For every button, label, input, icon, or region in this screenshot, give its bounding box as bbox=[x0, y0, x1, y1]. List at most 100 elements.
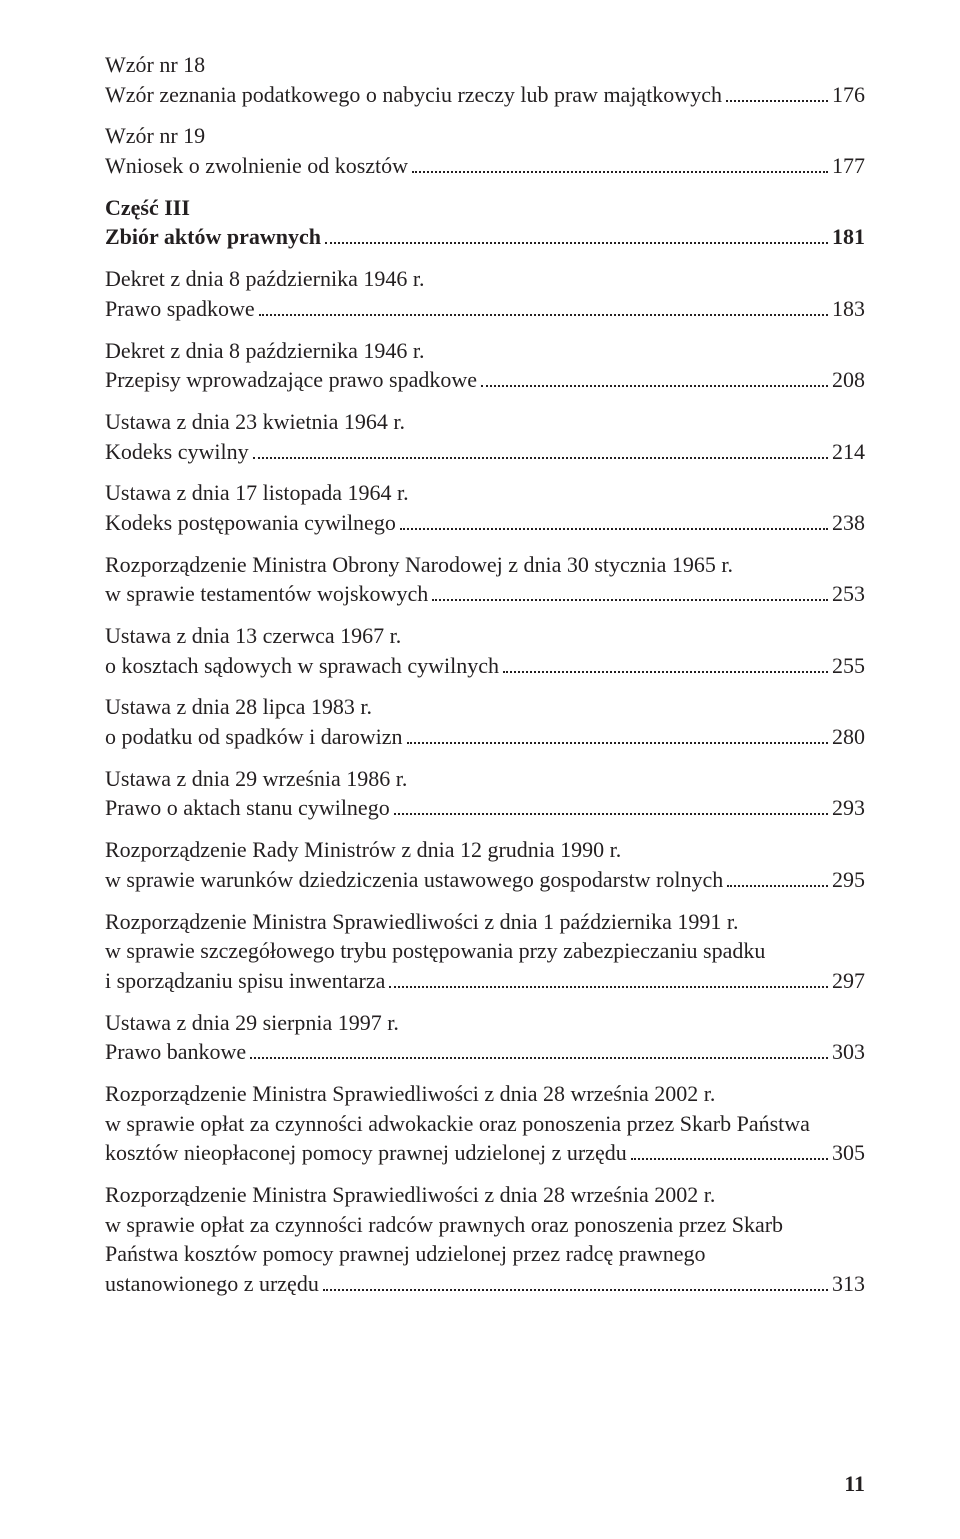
toc-entry-page: 297 bbox=[832, 966, 865, 996]
toc-leader-dots bbox=[323, 1269, 828, 1291]
toc-leader-dots bbox=[407, 722, 828, 744]
toc-entry-line: w sprawie opłat za czynności adwokackie … bbox=[105, 1109, 865, 1139]
toc-entry-line: Część III bbox=[105, 193, 865, 223]
toc-entry-line: Ustawa z dnia 17 listopada 1964 r. bbox=[105, 478, 865, 508]
toc-entry-page: 303 bbox=[832, 1037, 865, 1067]
toc-leader-dots bbox=[325, 223, 828, 245]
toc-entry-dotline: w sprawie warunków dziedziczenia ustawow… bbox=[105, 865, 865, 895]
toc-entry-line: Rozporządzenie Ministra Sprawiedliwości … bbox=[105, 1180, 865, 1210]
toc-entry-dotline: Wniosek o zwolnienie od kosztów 177 bbox=[105, 151, 865, 181]
toc-entry-title: w sprawie warunków dziedziczenia ustawow… bbox=[105, 865, 723, 895]
toc-entry-page: 253 bbox=[832, 579, 865, 609]
toc-entry: Ustawa z dnia 17 listopada 1964 r.Kodeks… bbox=[105, 478, 865, 537]
toc-leader-dots bbox=[503, 651, 828, 673]
toc-entry: Ustawa z dnia 28 lipca 1983 r.o podatku … bbox=[105, 692, 865, 751]
toc-entry-dotline: Prawo spadkowe 183 bbox=[105, 294, 865, 324]
toc-entry-page: 208 bbox=[832, 365, 865, 395]
toc-entry-title: o podatku od spadków i darowizn bbox=[105, 722, 403, 752]
table-of-contents: Wzór nr 18Wzór zeznania podatkowego o na… bbox=[105, 50, 865, 1299]
toc-entry: Rozporządzenie Ministra Sprawiedliwości … bbox=[105, 1079, 865, 1168]
toc-entry-line: Ustawa z dnia 28 lipca 1983 r. bbox=[105, 692, 865, 722]
document-page: Wzór nr 18Wzór zeznania podatkowego o na… bbox=[0, 0, 960, 1539]
toc-entry-line: Wzór nr 19 bbox=[105, 121, 865, 151]
toc-entry-line: Państwa kosztów pomocy prawnej udzielone… bbox=[105, 1239, 865, 1269]
toc-entry-page: 280 bbox=[832, 722, 865, 752]
toc-entry-title: kosztów nieopłaconej pomocy prawnej udzi… bbox=[105, 1138, 627, 1168]
toc-entry-line: Rozporządzenie Ministra Obrony Narodowej… bbox=[105, 550, 865, 580]
toc-entry-line: Ustawa z dnia 13 czerwca 1967 r. bbox=[105, 621, 865, 651]
toc-entry-title: Prawo bankowe bbox=[105, 1037, 246, 1067]
toc-entry-page: 293 bbox=[832, 793, 865, 823]
toc-entry-page: 295 bbox=[832, 865, 865, 895]
toc-entry-dotline: Zbiór aktów prawnych 181 bbox=[105, 222, 865, 252]
toc-entry: Ustawa z dnia 13 czerwca 1967 r.o koszta… bbox=[105, 621, 865, 680]
toc-leader-dots bbox=[432, 580, 828, 602]
toc-entry-dotline: Prawo bankowe 303 bbox=[105, 1037, 865, 1067]
toc-entry-page: 305 bbox=[832, 1138, 865, 1168]
toc-leader-dots bbox=[726, 80, 828, 102]
toc-leader-dots bbox=[400, 508, 828, 530]
toc-entry-line: Ustawa z dnia 29 września 1986 r. bbox=[105, 764, 865, 794]
toc-entry: Dekret z dnia 8 października 1946 r.Praw… bbox=[105, 264, 865, 323]
toc-entry-page: 177 bbox=[832, 151, 865, 181]
toc-entry: Rozporządzenie Ministra Sprawiedliwości … bbox=[105, 1180, 865, 1299]
toc-leader-dots bbox=[259, 294, 828, 316]
toc-entry-title: Zbiór aktów prawnych bbox=[105, 222, 321, 252]
toc-entry: Rozporządzenie Ministra Obrony Narodowej… bbox=[105, 550, 865, 609]
toc-entry: Część IIIZbiór aktów prawnych 181 bbox=[105, 193, 865, 252]
toc-entry-title: Kodeks cywilny bbox=[105, 437, 249, 467]
toc-leader-dots bbox=[727, 865, 828, 887]
toc-entry: Dekret z dnia 8 października 1946 r.Prze… bbox=[105, 336, 865, 395]
toc-entry-dotline: o kosztach sądowych w sprawach cywilnych… bbox=[105, 651, 865, 681]
toc-entry-title: Przepisy wprowadzające prawo spadkowe bbox=[105, 365, 477, 395]
toc-entry-dotline: i sporządzaniu spisu inwentarza297 bbox=[105, 966, 865, 996]
toc-entry-line: w sprawie szczegółowego trybu postępowan… bbox=[105, 936, 865, 966]
toc-entry-title: w sprawie testamentów wojskowych bbox=[105, 579, 428, 609]
toc-entry-page: 181 bbox=[832, 222, 865, 252]
toc-entry: Wzór nr 18Wzór zeznania podatkowego o na… bbox=[105, 50, 865, 109]
toc-entry-line: Rozporządzenie Rady Ministrów z dnia 12 … bbox=[105, 835, 865, 865]
toc-entry: Rozporządzenie Ministra Sprawiedliwości … bbox=[105, 907, 865, 996]
toc-entry-line: Rozporządzenie Ministra Sprawiedliwości … bbox=[105, 1079, 865, 1109]
toc-entry: Rozporządzenie Rady Ministrów z dnia 12 … bbox=[105, 835, 865, 894]
toc-leader-dots bbox=[250, 1037, 828, 1059]
toc-entry-line: w sprawie opłat za czynności radców praw… bbox=[105, 1210, 865, 1240]
toc-leader-dots bbox=[394, 794, 828, 816]
toc-entry-dotline: ustanowionego z urzędu 313 bbox=[105, 1269, 865, 1299]
toc-entry-dotline: w sprawie testamentów wojskowych 253 bbox=[105, 579, 865, 609]
toc-entry-dotline: kosztów nieopłaconej pomocy prawnej udzi… bbox=[105, 1138, 865, 1168]
toc-entry-line: Ustawa z dnia 23 kwietnia 1964 r. bbox=[105, 407, 865, 437]
toc-leader-dots bbox=[631, 1139, 828, 1161]
page-number: 11 bbox=[844, 1471, 865, 1497]
toc-entry-line: Ustawa z dnia 29 sierpnia 1997 r. bbox=[105, 1008, 865, 1038]
toc-entry: Ustawa z dnia 29 września 1986 r.Prawo o… bbox=[105, 764, 865, 823]
toc-entry-title: Prawo o aktach stanu cywilnego bbox=[105, 793, 390, 823]
toc-entry-dotline: Przepisy wprowadzające prawo spadkowe 208 bbox=[105, 365, 865, 395]
toc-entry: Ustawa z dnia 23 kwietnia 1964 r.Kodeks … bbox=[105, 407, 865, 466]
toc-entry-page: 176 bbox=[832, 80, 865, 110]
toc-entry-dotline: Kodeks postępowania cywilnego 238 bbox=[105, 508, 865, 538]
toc-leader-dots bbox=[481, 365, 828, 387]
toc-entry-page: 255 bbox=[832, 651, 865, 681]
toc-entry-title: Wzór zeznania podatkowego o nabyciu rzec… bbox=[105, 80, 722, 110]
toc-leader-dots bbox=[253, 437, 828, 459]
toc-entry-page: 313 bbox=[832, 1269, 865, 1299]
toc-entry-dotline: Wzór zeznania podatkowego o nabyciu rzec… bbox=[105, 80, 865, 110]
toc-entry-title: o kosztach sądowych w sprawach cywilnych bbox=[105, 651, 499, 681]
toc-entry-title: Prawo spadkowe bbox=[105, 294, 255, 324]
toc-entry-title: Kodeks postępowania cywilnego bbox=[105, 508, 396, 538]
toc-entry-dotline: o podatku od spadków i darowizn 280 bbox=[105, 722, 865, 752]
toc-entry-dotline: Prawo o aktach stanu cywilnego 293 bbox=[105, 793, 865, 823]
toc-entry-dotline: Kodeks cywilny 214 bbox=[105, 437, 865, 467]
toc-entry-page: 238 bbox=[832, 508, 865, 538]
toc-leader-dots bbox=[389, 966, 828, 988]
toc-entry: Wzór nr 19Wniosek o zwolnienie od kosztó… bbox=[105, 121, 865, 180]
toc-entry-title: ustanowionego z urzędu bbox=[105, 1269, 319, 1299]
toc-entry-line: Rozporządzenie Ministra Sprawiedliwości … bbox=[105, 907, 865, 937]
toc-entry-title: Wniosek o zwolnienie od kosztów bbox=[105, 151, 408, 181]
toc-entry-page: 214 bbox=[832, 437, 865, 467]
toc-entry-page: 183 bbox=[832, 294, 865, 324]
toc-entry-line: Dekret z dnia 8 października 1946 r. bbox=[105, 336, 865, 366]
toc-entry-line: Dekret z dnia 8 października 1946 r. bbox=[105, 264, 865, 294]
toc-leader-dots bbox=[412, 151, 828, 173]
